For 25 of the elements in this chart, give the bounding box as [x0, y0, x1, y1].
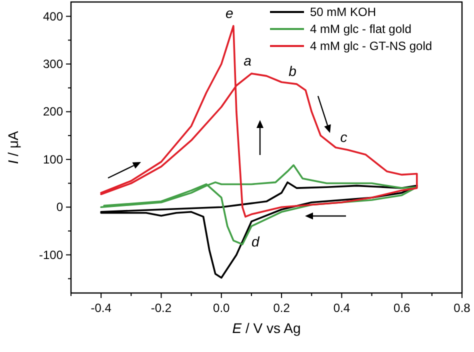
- x-tick-label: -0.2: [150, 301, 172, 315]
- y-axis-title: I / μA: [5, 130, 21, 164]
- y-tick-label: -100: [38, 248, 64, 262]
- x-tick-label: 0.8: [454, 301, 471, 315]
- y-tick-label: 400: [42, 9, 64, 24]
- y-tick-label: 0: [56, 200, 64, 214]
- annotation: e: [226, 4, 234, 21]
- x-tick-label: 0.2: [273, 301, 290, 315]
- legend-label: 4 mM glc - flat gold: [310, 22, 412, 36]
- annotation: c: [340, 128, 348, 145]
- line-series: [100, 164, 418, 246]
- annotation: b: [288, 63, 297, 80]
- x-tick-label: 0.4: [333, 301, 350, 315]
- legend-label: 4 mM glc - GT-NS gold: [310, 39, 432, 53]
- x-tick-label: -0.4: [90, 301, 112, 315]
- annotation: d: [252, 234, 261, 250]
- line-series: [100, 181, 418, 279]
- x-tick-label: 0.0: [213, 301, 230, 315]
- y-tick-label: 300: [42, 57, 64, 72]
- x-axis-title: E / V vs Ag: [232, 320, 301, 336]
- x-tick-label: 0.6: [394, 301, 411, 315]
- y-tick-label: 100: [42, 152, 64, 166]
- legend-label: 50 mM KOH: [310, 5, 376, 19]
- y-tick-label: 200: [42, 104, 64, 119]
- annotation: a: [244, 52, 252, 69]
